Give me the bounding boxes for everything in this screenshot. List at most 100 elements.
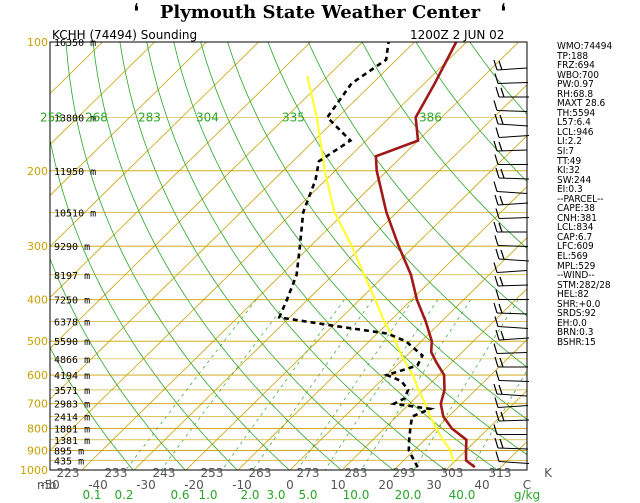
pressure-label: 900 bbox=[27, 444, 48, 457]
temperature-tick-label: 30 bbox=[426, 478, 441, 492]
mixing-ratio-label: 0.6 bbox=[170, 488, 189, 502]
temperature-tick-label: -50 bbox=[40, 478, 60, 492]
wind-barb-feather bbox=[499, 438, 504, 449]
theta-label: 335 bbox=[282, 110, 305, 124]
wind-barb-feather bbox=[499, 195, 504, 206]
index-line: L57:6.4 bbox=[557, 117, 591, 129]
wind-barb bbox=[498, 258, 530, 262]
index-line: CAP:6.7 bbox=[557, 231, 593, 243]
dewpoint-trace bbox=[277, 42, 436, 468]
wind-barb bbox=[498, 461, 530, 464]
mixing-ratio-label: 40.0 bbox=[449, 488, 476, 502]
wind-barb bbox=[496, 393, 528, 397]
theta-label: 283 bbox=[138, 110, 161, 124]
kelvin-label: K bbox=[544, 466, 553, 480]
wind-barb-feather bbox=[493, 424, 498, 435]
mixing-ratio-label: 2.0 bbox=[240, 488, 259, 502]
wind-barb-feather bbox=[495, 127, 500, 138]
pressure-label: 400 bbox=[27, 294, 48, 307]
wind-barb-feather bbox=[495, 86, 500, 98]
parcel-trace bbox=[306, 75, 455, 463]
wind-barb bbox=[498, 380, 530, 382]
index-line: STM:282/28 bbox=[557, 279, 611, 291]
wind-barb bbox=[497, 326, 529, 329]
index-line: --PARCEL-- bbox=[557, 193, 604, 205]
height-label: 7250 m bbox=[54, 296, 90, 307]
station-label: KCHH (74494) Sounding bbox=[52, 28, 198, 42]
pressure-label: 100 bbox=[27, 36, 48, 49]
height-label: 4866 m bbox=[54, 355, 90, 366]
wind-barb bbox=[496, 191, 528, 194]
index-line: BSHR:15 bbox=[557, 336, 596, 348]
mixing-ratio-line bbox=[160, 299, 289, 470]
mixing-ratio-line bbox=[324, 299, 439, 470]
index-line: LFC:609 bbox=[557, 241, 594, 253]
height-label: 3571 m bbox=[54, 386, 90, 397]
mixing-ratio-label: 20.0 bbox=[395, 488, 422, 502]
wind-barb-feather bbox=[494, 316, 499, 327]
wind-barb-feather bbox=[495, 410, 500, 422]
wind-barb-feather bbox=[495, 370, 500, 381]
wind-barb bbox=[496, 110, 528, 112]
mixing-ratio-label: 0.2 bbox=[114, 488, 133, 502]
mixing-ratio-line bbox=[297, 299, 414, 470]
kelvin-label: 263 bbox=[249, 466, 272, 480]
index-line: EH:0.0 bbox=[557, 317, 587, 329]
index-line: FRZ:694 bbox=[557, 60, 595, 72]
kelvin-label: 293 bbox=[393, 466, 416, 480]
wind-barb-feather bbox=[493, 302, 498, 314]
temperature-tick-label: 0 bbox=[286, 478, 294, 492]
wind-barb-feather bbox=[500, 87, 505, 98]
height-label: 5590 m bbox=[54, 337, 90, 348]
index-line: TP:188 bbox=[557, 50, 589, 62]
wind-barb bbox=[496, 352, 528, 354]
mixing-ratio-label: 1.0 bbox=[198, 488, 217, 502]
index-line: BRN:0.3 bbox=[557, 327, 594, 339]
wind-barb-feather bbox=[498, 222, 503, 233]
index-line: HEL:82 bbox=[557, 289, 589, 301]
page-title: Plymouth State Weather Center bbox=[159, 2, 481, 23]
wind-barb-feather bbox=[493, 343, 498, 354]
height-label: 13800 m bbox=[54, 113, 96, 124]
wind-barb bbox=[498, 217, 530, 219]
temperature-tick-label: -30 bbox=[136, 478, 156, 492]
wind-barb bbox=[497, 405, 529, 408]
mixing-ratio-label: 10.0 bbox=[343, 488, 370, 502]
temperature-tick-label: -10 bbox=[232, 478, 252, 492]
index-line: EI:0.3 bbox=[557, 184, 583, 196]
pressure-label: 800 bbox=[27, 423, 48, 436]
wind-barb bbox=[496, 270, 528, 273]
wind-barb bbox=[498, 135, 530, 138]
index-line: LCL:946 bbox=[557, 126, 594, 138]
wind-barb-feather bbox=[498, 60, 503, 71]
wind-barb-feather bbox=[500, 411, 505, 422]
index-line: SI:7 bbox=[557, 146, 575, 158]
kelvin-label: 313 bbox=[489, 466, 512, 480]
index-line: EL:569 bbox=[557, 251, 588, 263]
index-line: CAPE:38 bbox=[557, 203, 596, 215]
index-line: --WIND-- bbox=[557, 270, 595, 282]
mb-axis-label: mb bbox=[37, 478, 56, 492]
wind-barb-feather bbox=[493, 181, 498, 192]
kelvin-label: 283 bbox=[345, 466, 368, 480]
kelvin-label: 243 bbox=[153, 466, 176, 480]
index-line: MPL:529 bbox=[557, 260, 596, 272]
wind-barb-feather bbox=[494, 356, 499, 368]
height-label: 11950 m bbox=[54, 167, 96, 178]
wind-barb-feather bbox=[493, 140, 498, 152]
wind-barb-feather bbox=[495, 248, 500, 260]
wind-barb-feather bbox=[493, 59, 498, 71]
wind-barb-feather bbox=[500, 249, 505, 260]
isotherm-line bbox=[81, 42, 519, 470]
height-label: 16350 m bbox=[54, 38, 96, 49]
wind-barb-feather bbox=[494, 397, 499, 408]
index-line: TH:5594 bbox=[557, 107, 596, 119]
wind-barb-feather bbox=[494, 235, 499, 246]
isotherm-line bbox=[133, 84, 527, 470]
wind-barb-feather bbox=[495, 167, 500, 179]
height-label: 1381 m bbox=[54, 436, 90, 447]
height-label: 9290 m bbox=[54, 242, 90, 253]
temperature-tick-label: 40 bbox=[474, 478, 489, 492]
temperature-trace bbox=[374, 42, 476, 469]
wind-barb bbox=[497, 245, 529, 247]
